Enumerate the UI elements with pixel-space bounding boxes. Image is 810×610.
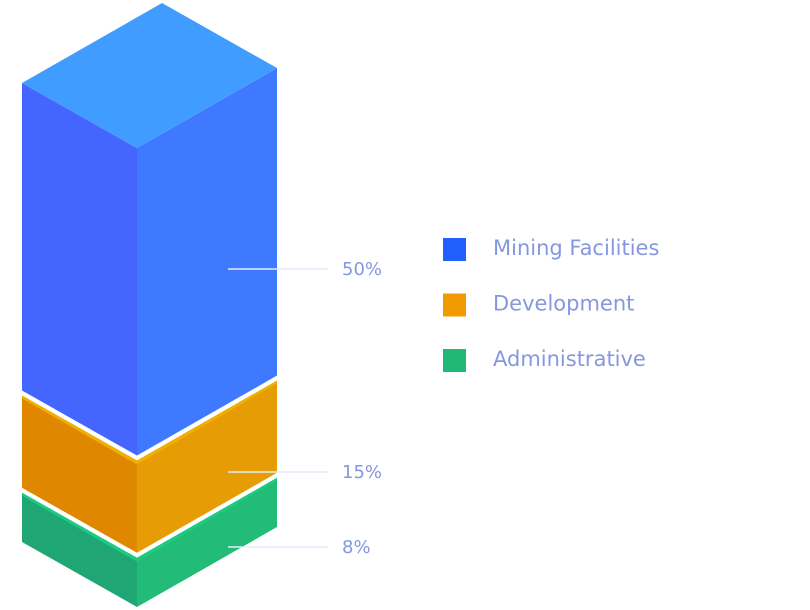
development-right-face bbox=[137, 380, 277, 553]
administrative-left-face bbox=[22, 492, 137, 607]
legend-label-administrative: Administrative bbox=[493, 347, 646, 371]
legend-swatch-mining-facilities bbox=[443, 238, 466, 261]
development-left-face bbox=[22, 395, 137, 553]
mining-facilities-left-face bbox=[22, 83, 137, 456]
legend-label-mining-facilities: Mining Facilities bbox=[493, 236, 659, 260]
mining-facilities-data-label: 50% bbox=[342, 259, 382, 280]
legend-swatch-development bbox=[443, 293, 466, 317]
administrative-data-label: 8% bbox=[342, 537, 371, 558]
legend-swatch-administrative bbox=[443, 349, 466, 372]
development-data-label: 15% bbox=[342, 462, 382, 483]
mining-facilities-right-face bbox=[137, 68, 277, 456]
administrative-right-face bbox=[137, 477, 277, 607]
mining-facilities-top-face bbox=[22, 3, 277, 149]
legend-label-development: Development bbox=[493, 292, 634, 316]
